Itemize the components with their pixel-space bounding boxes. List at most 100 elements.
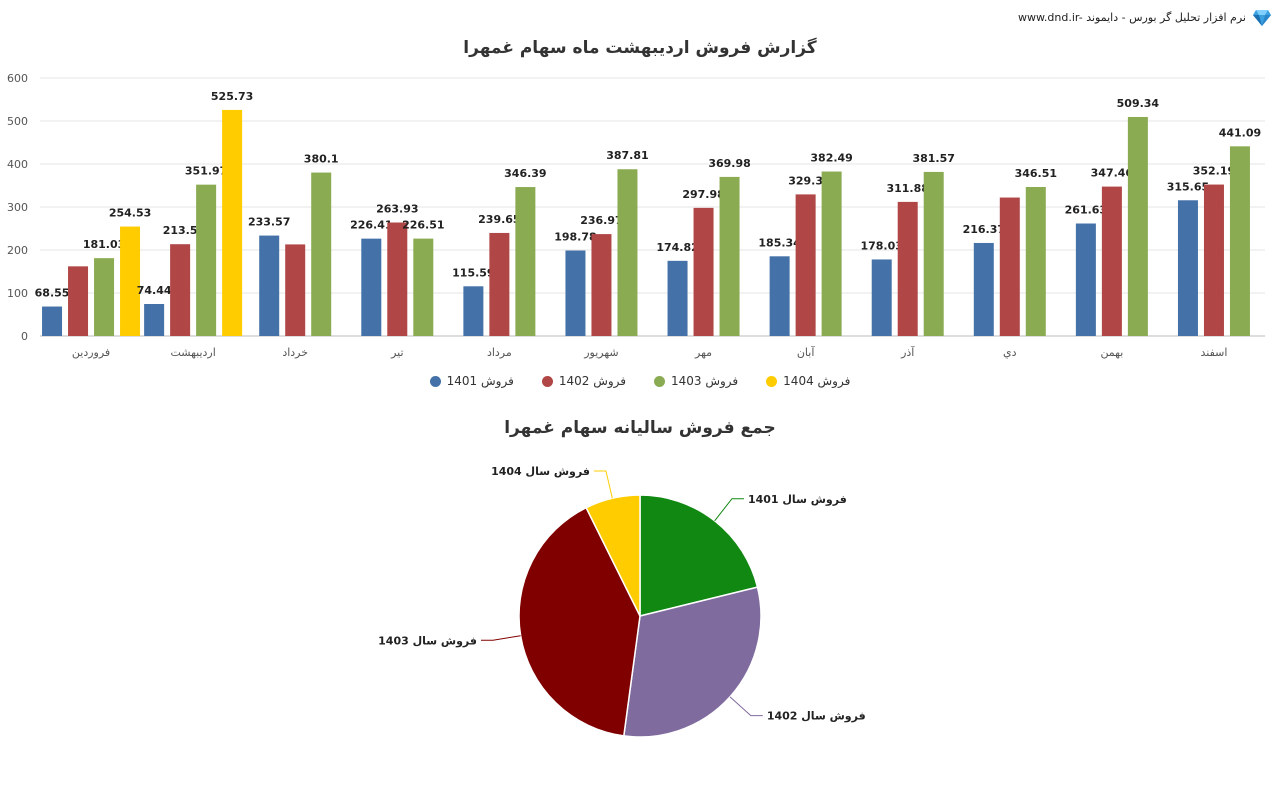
- data-label: 382.49: [810, 152, 852, 165]
- bar: [897, 201, 918, 336]
- bar: [222, 109, 243, 336]
- data-label: 115.59: [452, 266, 494, 279]
- bar: [565, 250, 586, 336]
- legend-label: فروش 1402: [558, 374, 626, 388]
- data-label: 185.34: [758, 236, 801, 249]
- data-label: 525.73: [211, 90, 253, 103]
- data-label: 509.34: [1117, 97, 1160, 110]
- bar: [591, 234, 612, 336]
- bar: [973, 242, 994, 336]
- bar: [361, 238, 382, 336]
- data-label: 352.19: [1193, 165, 1235, 178]
- bar: [923, 171, 944, 336]
- legend-label: فروش 1404: [783, 374, 851, 388]
- data-label: 346.39: [504, 167, 546, 180]
- legend-marker: [429, 375, 441, 387]
- bar: [821, 171, 842, 336]
- bar: [1127, 116, 1148, 336]
- data-label: 236.97: [580, 214, 622, 227]
- data-label: 311.88: [886, 182, 928, 195]
- diamond-icon: [1253, 10, 1271, 26]
- data-label: 315.65: [1167, 180, 1209, 193]
- x-tick-label: اردیبهشت: [170, 346, 215, 359]
- bar: [170, 244, 191, 336]
- data-label: 369.98: [708, 157, 750, 170]
- legend-marker: [541, 375, 553, 387]
- legend-label: فروش 1401: [446, 374, 514, 388]
- bar: [871, 259, 892, 336]
- data-label: 174.82: [656, 241, 698, 254]
- bar: [769, 256, 790, 336]
- x-tick-label: تیر: [390, 346, 403, 359]
- legend-label: فروش 1403: [671, 374, 739, 388]
- bar: [1075, 223, 1096, 336]
- data-label: 381.57: [912, 152, 954, 165]
- bar: [259, 235, 280, 336]
- pie-slice-label: فروش سال 1402: [767, 710, 866, 723]
- x-tick-label: اسفند: [1200, 346, 1227, 359]
- data-label: 261.63: [1065, 203, 1107, 216]
- bar: [42, 306, 63, 336]
- y-tick-label: 300: [7, 201, 28, 214]
- legend-item[interactable]: فروش 1404: [766, 374, 850, 388]
- data-label: 226.51: [402, 219, 444, 232]
- data-label: 329.3: [788, 174, 823, 187]
- legend-marker: [654, 375, 665, 387]
- bar: [719, 176, 740, 336]
- bar: [795, 194, 816, 336]
- data-label: 351.97: [185, 165, 227, 178]
- bar: [387, 222, 408, 336]
- data-label: 216.37: [963, 223, 1005, 236]
- data-label: 74.44: [137, 284, 172, 297]
- x-tick-label: شهریور: [583, 346, 618, 359]
- legend-marker: [766, 375, 778, 387]
- x-tick-label: مرداد: [487, 346, 512, 359]
- bar: [693, 207, 714, 336]
- bar: [999, 197, 1020, 336]
- legend-item[interactable]: فروش 1402: [541, 374, 626, 388]
- bar-chart-legend: فروش 1401 فروش 1402 فروش 1403 فروش 1404: [0, 374, 1280, 388]
- x-tick-label: بهمن: [1100, 346, 1123, 359]
- data-label: 263.93: [376, 203, 418, 216]
- x-tick-label: مهر: [694, 346, 712, 359]
- data-label: 233.57: [248, 216, 290, 229]
- legend-item[interactable]: فروش 1403: [654, 374, 738, 388]
- data-label: 239.65: [478, 213, 520, 226]
- bar: [144, 303, 165, 336]
- bar: [515, 187, 536, 336]
- data-label: 181.03: [83, 238, 125, 251]
- bar: [68, 266, 89, 336]
- data-label: 198.78: [554, 231, 596, 244]
- brand-text: www.dnd.ir- نرم افزار تحلیل گر بورس - دا…: [1017, 10, 1246, 24]
- bar: [1025, 187, 1046, 336]
- x-tick-label: آذر: [900, 345, 915, 359]
- pie-slice-label: فروش سال 1401: [748, 493, 847, 506]
- bar: [285, 244, 306, 336]
- bar-chart: 0 100 200 300 400 500 600 68.55 181.03 254.53 فرور…: [7, 72, 1265, 359]
- data-label: 68.55: [35, 287, 70, 300]
- data-label: 346.51: [1015, 167, 1057, 180]
- y-tick-label: 200: [7, 244, 28, 257]
- data-label: 441.09: [1219, 126, 1261, 139]
- data-label: 380.1: [304, 153, 339, 166]
- x-tick-label: فروردین: [72, 346, 110, 359]
- bar: [1177, 200, 1198, 336]
- x-tick-label: خرداد: [282, 346, 308, 359]
- data-label: 297.98: [682, 188, 724, 201]
- bar: [311, 172, 332, 336]
- x-tick-label: دي: [1003, 346, 1017, 359]
- x-tick-label: آبان: [797, 345, 815, 359]
- y-tick-label: 600: [7, 72, 28, 85]
- bar: [94, 258, 115, 336]
- data-label: 226.41: [350, 219, 392, 232]
- bar: [413, 238, 434, 336]
- data-label: 387.81: [606, 149, 648, 162]
- data-label: 254.53: [109, 207, 151, 220]
- pie-chart: فروش سال 1401 فروش سال 1402 فروش سال 1403 ف…: [378, 465, 866, 738]
- pie-leader-line: [480, 635, 521, 641]
- y-tick-label: 400: [7, 158, 28, 171]
- pie-leader-line: [714, 498, 744, 522]
- legend-item[interactable]: فروش 1401: [429, 374, 514, 388]
- y-tick-label: 500: [7, 115, 28, 128]
- bar: [489, 232, 510, 336]
